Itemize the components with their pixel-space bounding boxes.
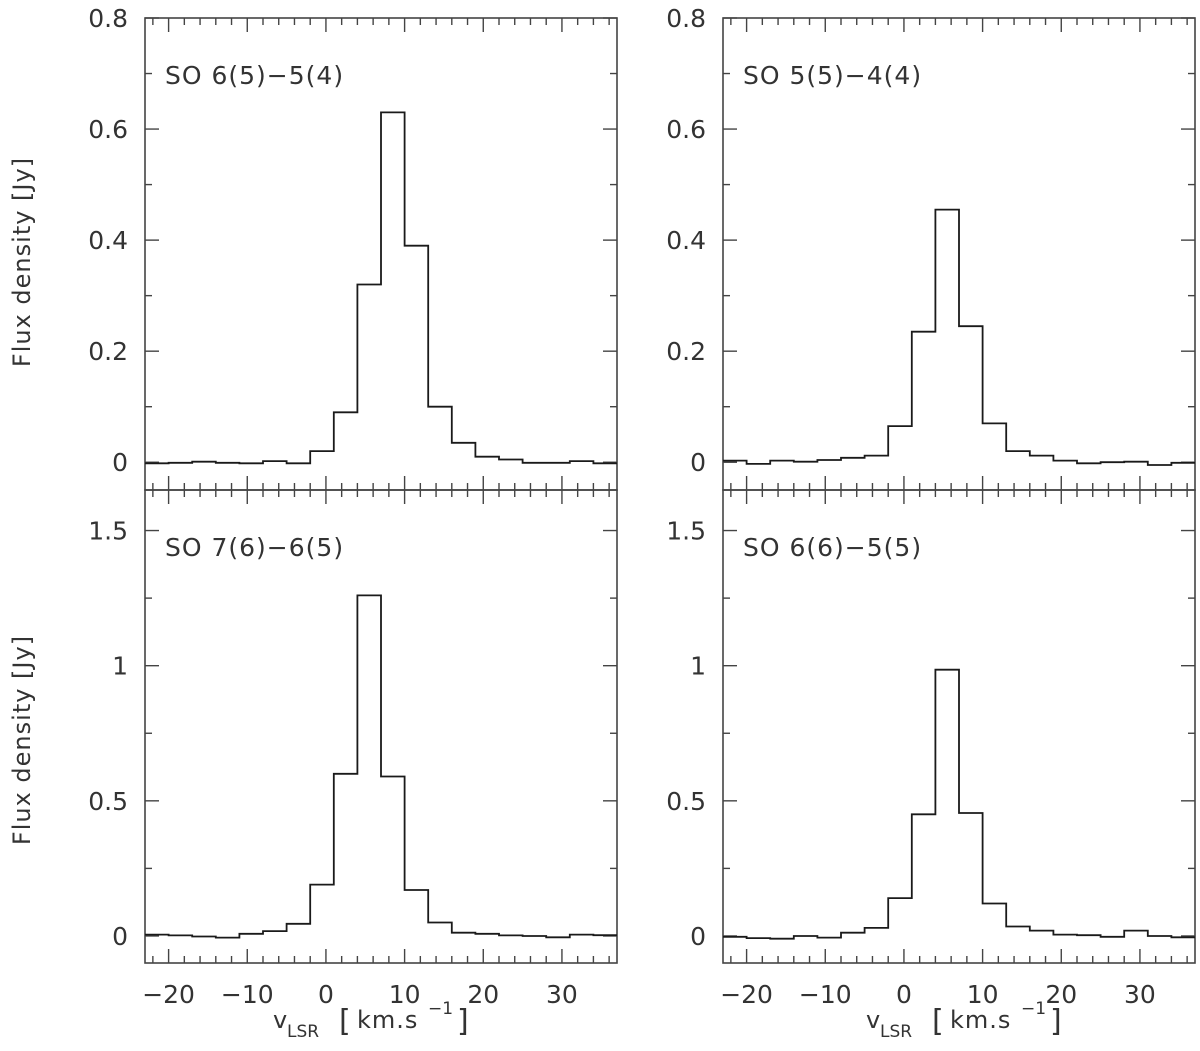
xlabel-left-sub: LSR [287, 1022, 319, 1042]
ylabel-bottom: Flux density [Jy] [8, 635, 36, 845]
x-tick-label: −20 [720, 980, 773, 1009]
y-tick-label: 1 [690, 652, 706, 681]
xlabel-right-v: v [866, 1006, 881, 1034]
panel-frame [144, 489, 618, 964]
xlabel-left: v LSR [ km.s −1 ] [273, 999, 469, 1042]
y-tick-label: 0 [690, 922, 706, 951]
x-tick-label: −20 [142, 980, 195, 1009]
panels: 0 0.2 0.4 0.6 0.8 SO 6(5)−5(4) 0 0.2 0.4 0.6 0.8 SO… [88, 4, 1196, 1009]
x-tick-label: 30 [546, 980, 578, 1009]
panel-label: SO 6(6)−5(5) [743, 533, 922, 562]
xlabel-left-bracket-open: [ [339, 1004, 351, 1039]
xlabel-right: v LSR [ km.s −1 ] [866, 999, 1062, 1042]
y-tick-label: 0 [112, 448, 128, 477]
spectrum-series [723, 668, 1195, 940]
panel-label: SO 5(5)−4(4) [743, 61, 922, 90]
x-tick-label: 0 [896, 980, 912, 1009]
y-tick-label: 1.5 [88, 517, 128, 546]
xlabel-right-exp: −1 [1021, 999, 1046, 1019]
panel-3: 0 0.5 1 1.5 −20 −10 0 10 20 30 SO 7(6)−6(5) [88, 489, 618, 1009]
x-tick-label: 20 [1045, 980, 1077, 1009]
y-tick-label: 0 [112, 922, 128, 951]
x-tick-label: 10 [967, 980, 999, 1009]
xlabel-right-units: km.s [950, 1006, 1011, 1034]
spectrum-series [723, 208, 1195, 466]
y-tick-label: 0.2 [88, 337, 128, 366]
y-tick-label: 1 [112, 652, 128, 681]
spectrum-series [145, 111, 617, 465]
panel-1: 0 0.2 0.4 0.6 0.8 SO 6(5)−5(4) [88, 4, 618, 491]
y-tick-label: 0.6 [666, 115, 706, 144]
ylabel-top: Flux density [Jy] [8, 157, 36, 367]
panel-label: SO 7(6)−6(5) [165, 533, 344, 562]
xlabel-left-units: km.s [357, 1006, 418, 1034]
y-tick-label: 0.8 [666, 4, 706, 33]
panel-frame [722, 489, 1196, 964]
panel-2: 0 0.2 0.4 0.6 0.8 SO 5(5)−4(4) [666, 4, 1196, 491]
y-tick-label: 0 [690, 448, 706, 477]
xlabel-left-v: v [273, 1006, 288, 1034]
y-tick-label: 0.2 [666, 337, 706, 366]
x-tick-label: −10 [799, 980, 852, 1009]
xlabel-left-exp: −1 [428, 999, 453, 1019]
x-tick-label: 0 [318, 980, 334, 1009]
y-tick-label: 0.6 [88, 115, 128, 144]
y-tick-label: 1.5 [666, 517, 706, 546]
x-tick-label: −10 [221, 980, 274, 1009]
y-tick-label: 0.4 [666, 226, 706, 255]
y-tick-label: 0.5 [88, 787, 128, 816]
panel-4: 0 0.5 1 1.5 −20 −10 0 10 20 30 SO 6(6)−5(5) [666, 489, 1196, 1009]
spectrum-series [145, 594, 617, 939]
y-tick-label: 0.8 [88, 4, 128, 33]
x-tick-label: 20 [467, 980, 499, 1009]
x-tick-label: 10 [389, 980, 421, 1009]
xlabel-right-sub: LSR [880, 1022, 912, 1042]
panel-label: SO 6(5)−5(4) [165, 61, 344, 90]
y-tick-label: 0.5 [666, 787, 706, 816]
xlabel-right-bracket-close: ] [1050, 1004, 1062, 1039]
x-tick-label: 30 [1124, 980, 1156, 1009]
xlabel-right-bracket-open: [ [932, 1004, 944, 1039]
y-tick-label: 0.4 [88, 226, 128, 255]
xlabel-left-bracket-close: ] [457, 1004, 469, 1039]
